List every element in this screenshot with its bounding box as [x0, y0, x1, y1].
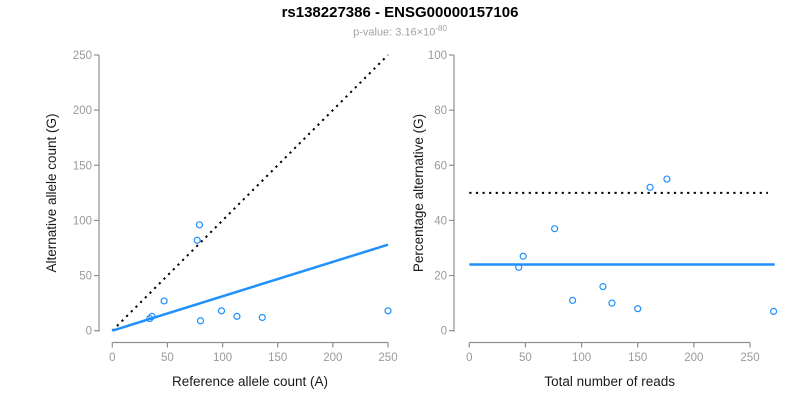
- data-point: [608, 299, 616, 307]
- y-tick-label: 200: [73, 105, 92, 117]
- left-panel: 0 50 100 150 200 250 0 50 100 150 200 250 Reference …: [44, 50, 398, 389]
- y-tick-label: 0: [86, 326, 92, 338]
- identity-line: [111, 54, 389, 332]
- data-point: [233, 312, 241, 320]
- data-point: [148, 312, 156, 320]
- data-point: [568, 296, 577, 304]
- axes: 0 50 100 150 200 250 0 50 100 150 200 250: [73, 50, 398, 364]
- y-axis-title: Alternative allele count (G): [44, 113, 59, 272]
- page-title: rs138227386 - ENSG00000157106: [281, 4, 519, 21]
- y-tick-label: 80: [434, 105, 447, 117]
- x-tick-label: 0: [466, 352, 472, 364]
- y-tick-label: 100: [73, 215, 92, 227]
- pvalue-subtitle: p-value: 3.16×10-80: [0, 24, 800, 39]
- data-point: [769, 307, 778, 316]
- regression-line: [111, 243, 389, 332]
- data-point: [160, 297, 168, 305]
- data-point: [195, 221, 204, 229]
- data-point: [146, 314, 154, 323]
- y-tick-label: 250: [73, 50, 92, 62]
- y-tick-label: 40: [434, 215, 447, 227]
- data-point: [193, 236, 201, 244]
- x-axis-title: Reference allele count (A): [172, 374, 328, 389]
- x-tick-label: 200: [323, 352, 342, 364]
- pvalue-exponent: -80: [435, 24, 447, 33]
- x-tick-label: 100: [213, 352, 232, 364]
- pvalue-text: p-value: 3.16×10: [353, 26, 436, 39]
- y-tick-label: 0: [441, 326, 447, 338]
- data-point: [663, 175, 671, 183]
- x-tick-label: 50: [161, 352, 174, 364]
- y-axis-title: Percentage alternative (G): [411, 114, 426, 272]
- data-point: [599, 282, 607, 291]
- x-tick-label: 50: [519, 352, 532, 364]
- y-tick-label: 150: [73, 160, 92, 172]
- data-point: [634, 305, 642, 313]
- data-points: [146, 221, 392, 325]
- y-tick-label: 20: [434, 271, 447, 283]
- right-panel: 0 50 100 150 200 250 0 20 40 60 80 100 Total number …: [411, 50, 778, 389]
- data-point: [196, 317, 205, 325]
- data-point: [217, 307, 226, 315]
- x-tick-label: 250: [740, 352, 759, 364]
- y-tick-label: 50: [79, 271, 92, 283]
- data-point: [551, 225, 559, 233]
- x-tick-label: 150: [268, 352, 287, 364]
- y-tick-label: 100: [428, 50, 447, 62]
- data-point: [646, 183, 654, 191]
- x-axis-title: Total number of reads: [544, 374, 675, 389]
- data-point: [519, 252, 527, 260]
- data-point: [515, 263, 523, 271]
- axes: 0 50 100 150 200 250 0 20 40 60 80 100: [428, 50, 760, 364]
- data-point: [258, 313, 266, 322]
- x-tick-label: 150: [628, 352, 647, 364]
- x-tick-label: 100: [572, 352, 591, 364]
- y-tick-label: 60: [434, 160, 447, 172]
- x-tick-label: 200: [684, 352, 703, 364]
- x-tick-label: 0: [109, 352, 115, 364]
- data-point: [384, 307, 392, 315]
- x-tick-label: 250: [378, 352, 397, 364]
- data-points: [515, 175, 778, 316]
